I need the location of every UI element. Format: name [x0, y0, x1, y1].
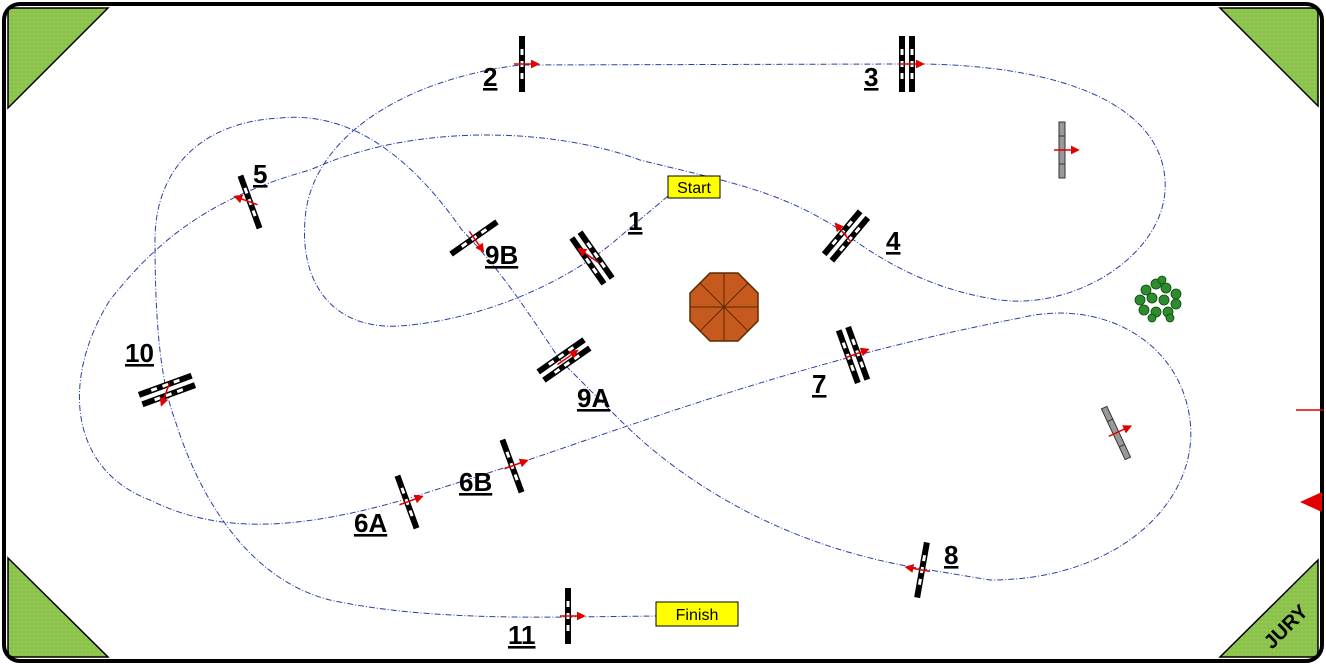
fence-stripe — [251, 209, 257, 217]
direction-arrow-5 — [233, 194, 258, 206]
fence-stripe — [900, 73, 904, 79]
fence-stripe — [917, 578, 922, 586]
fence-stripe — [505, 451, 511, 459]
fence-stripe — [839, 245, 846, 252]
fence-stripe — [593, 251, 600, 259]
fence-stripe — [566, 625, 570, 631]
fence-stripe — [591, 267, 598, 275]
start-marker: Start — [667, 175, 721, 199]
fence-stripe — [408, 509, 414, 517]
arena-corners — [7, 7, 1319, 658]
fence-stripe — [922, 554, 927, 562]
fence-stripe — [600, 261, 606, 269]
obstacle-4 — [821, 209, 871, 263]
fence-stripe — [841, 342, 847, 349]
fence-stripe — [480, 228, 488, 235]
direction-arrow-8 — [904, 564, 931, 573]
fence-stripe — [176, 388, 184, 394]
obstacles — [137, 36, 931, 644]
fence-stripe — [557, 352, 565, 359]
corner-bottom-right — [1218, 558, 1319, 658]
fence-stripe — [846, 220, 853, 227]
direction-arrow-6B — [504, 458, 529, 470]
corner-top-left — [7, 7, 110, 110]
fence-stripe — [851, 338, 857, 346]
route-line — [78, 63, 1192, 618]
fence-stripe — [563, 361, 571, 368]
direction-arrow-4 — [834, 222, 852, 243]
fence-stripe — [910, 49, 914, 55]
label-obstacle-1: 1 — [628, 206, 642, 236]
direction-arrow-7 — [845, 347, 870, 359]
label-obstacle-5: 5 — [253, 159, 267, 189]
octagon-pavilion-icon — [689, 272, 759, 342]
shrub-icon — [1134, 275, 1182, 323]
fence-stripe — [243, 187, 249, 195]
fence-stripe — [513, 473, 519, 481]
fence-stripe — [547, 359, 555, 366]
corner-top-right — [1218, 7, 1319, 108]
fence-stripe — [846, 235, 853, 243]
label-obstacle-11: 11 — [508, 620, 536, 650]
obstacle-10 — [137, 372, 197, 408]
label-obstacle-9B: 9B — [485, 240, 518, 270]
direction-arrow-1 — [577, 247, 599, 264]
fence-stripe — [854, 226, 861, 234]
direction-arrow-10 — [159, 382, 171, 407]
label-obstacle-10: 10 — [125, 338, 154, 368]
fence-stripe — [566, 601, 570, 607]
fence-stripe — [859, 361, 865, 368]
label-obstacle-6B: 6B — [459, 467, 492, 497]
finish-label: Finish — [676, 607, 719, 624]
finish-marker: Finish — [655, 601, 739, 627]
label-obstacle-8: 8 — [944, 540, 958, 570]
fence-stripe — [460, 241, 468, 248]
fence-stripe — [849, 364, 855, 372]
corner-bottom-left — [7, 556, 110, 658]
fence-stripe — [173, 378, 180, 384]
fence-stripe — [831, 238, 838, 246]
obstacle-labels: 1 2 3 4 5 6A 6B 7 8 9A 9B 10 11 — [125, 62, 958, 650]
entrance-arrow-icon — [1296, 409, 1324, 512]
fence-stripe — [520, 73, 524, 79]
label-obstacle-3: 3 — [864, 62, 878, 92]
fence-stripe — [584, 257, 591, 265]
spare-fence-icon — [1054, 121, 1080, 179]
fence-stripe — [161, 382, 169, 388]
label-obstacle-7: 7 — [812, 369, 826, 399]
label-obstacle-2: 2 — [483, 62, 497, 92]
spare-fence-icon — [1100, 405, 1133, 461]
fence-stripe — [150, 386, 158, 392]
fence-stripe — [900, 49, 904, 55]
fence-stripe — [553, 368, 561, 374]
direction-arrow-9A — [557, 349, 579, 366]
fence-stripe — [154, 396, 161, 402]
fence-stripe — [910, 73, 914, 79]
start-label: Start — [677, 180, 711, 197]
label-obstacle-9A: 9A — [577, 383, 610, 413]
label-obstacle-6A: 6A — [354, 508, 387, 538]
direction-arrow-9B — [468, 231, 485, 253]
direction-arrow-6A — [399, 494, 424, 506]
fence-stripe — [586, 241, 593, 249]
label-obstacle-4: 4 — [886, 226, 901, 256]
fence-stripe — [520, 49, 524, 55]
fence-stripe — [400, 487, 406, 495]
fence-stripe — [165, 392, 173, 398]
